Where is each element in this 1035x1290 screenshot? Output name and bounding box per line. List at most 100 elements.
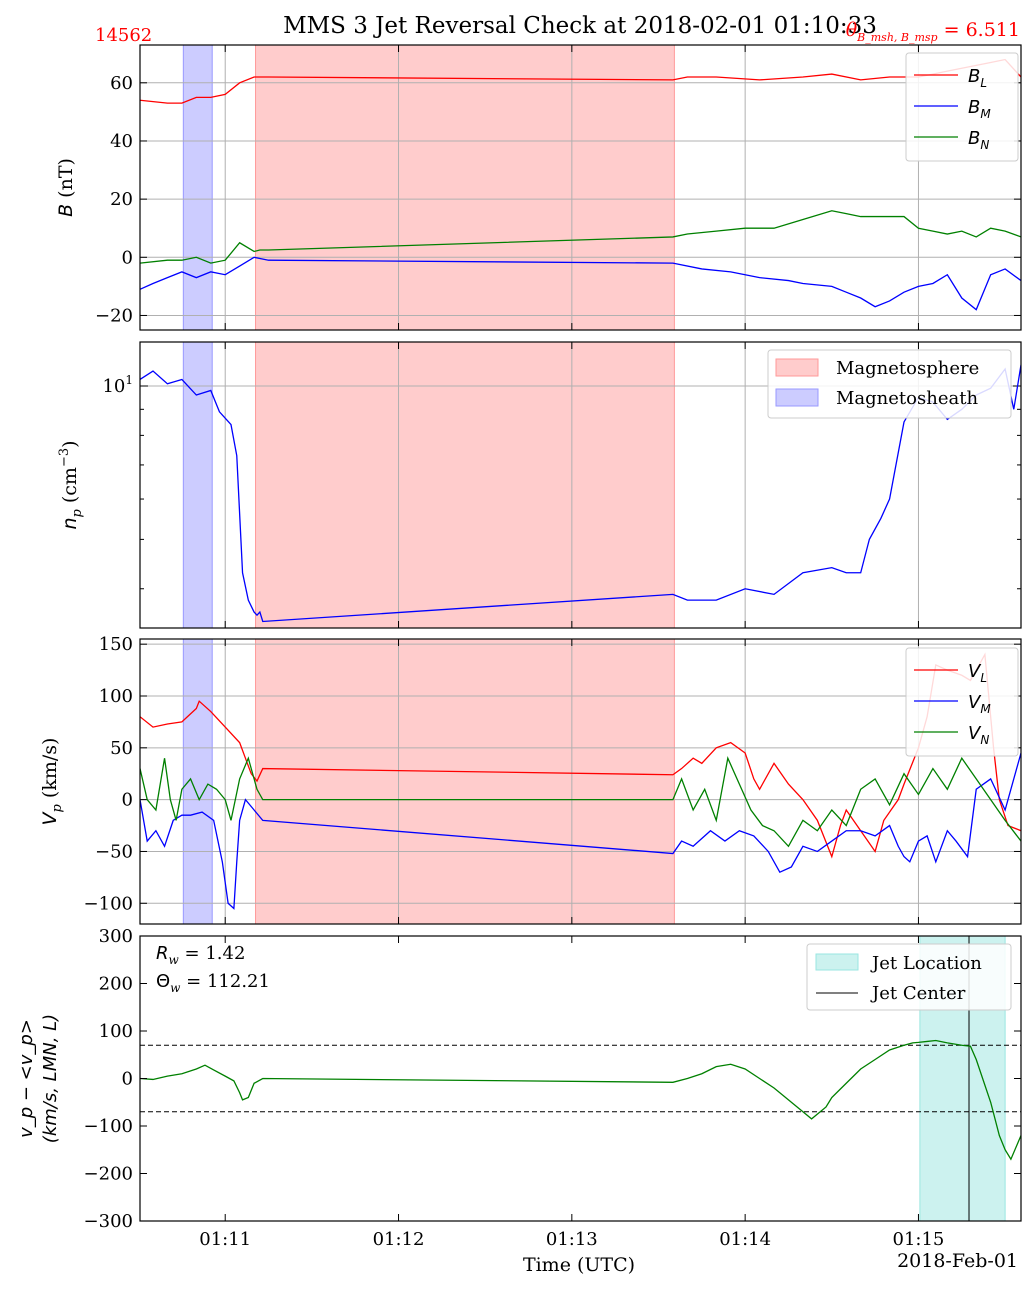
region-magnetosheath <box>182 44 213 331</box>
annotation-rw-value: = 1.42 <box>179 943 246 964</box>
panel-frame <box>139 935 1022 1222</box>
legend-label-V_M: VM <box>968 692 991 716</box>
legend-label-B_N: BN <box>968 128 989 152</box>
y-tick-label-major: 101 <box>102 373 133 397</box>
panel-density: 101 Magnetosphere Magnetosheath np (cm−3) <box>57 341 1022 629</box>
panel-frame <box>139 44 1022 331</box>
y-tick-label--20: −20 <box>95 305 133 326</box>
series-B_N <box>140 210 1021 264</box>
y-tick-label--100: −100 <box>84 893 133 914</box>
x-tick-label-01:14: 01:14 <box>719 1229 771 1250</box>
region-magnetosphere <box>255 638 675 925</box>
series-n_p <box>140 364 1021 623</box>
legend-label-sub: M <box>980 107 991 121</box>
legend-label-V_N: VN <box>968 723 989 747</box>
y-axis-label-line1: v_p − <v_p> <box>16 1019 37 1138</box>
annotation-theta-value: = 112.21 <box>180 971 270 992</box>
y-tick-label--100: −100 <box>84 1116 133 1137</box>
region-magnetosphere <box>255 341 675 629</box>
legend-label-B_M: BM <box>968 97 991 121</box>
panel-frame <box>139 341 1022 629</box>
panel-frame <box>139 638 1022 925</box>
y-tick-label-40: 40 <box>110 131 133 152</box>
y-tick-label--200: −200 <box>84 1164 133 1185</box>
y-label-units: (km/s) <box>39 738 61 805</box>
y-label-symbol: B <box>55 204 77 217</box>
annotation-theta-symbol: Θ <box>156 971 170 992</box>
annotation-rw-sub: w <box>169 953 180 967</box>
legend-label-magnetosheath: Magnetosheath <box>836 388 978 409</box>
legend-label-main: V <box>968 692 982 713</box>
legend-label-sub: L <box>980 76 987 90</box>
y-tick-label-60: 60 <box>110 73 133 94</box>
time-axis: 01:11 01:12 01:13 01:14 01:15 <box>199 936 944 1250</box>
panel-velocity-deviation: −300 −200 −100 0 100 200 300 Jet Location Jet Ce… <box>16 926 1022 1232</box>
series-B_M <box>140 256 1021 311</box>
legend-label-magnetosphere: Magnetosphere <box>836 358 979 379</box>
x-tick-label-01:15: 01:15 <box>893 1229 945 1250</box>
y-tick-label-100: 100 <box>99 686 133 707</box>
legend-patch-jet-location <box>815 953 859 971</box>
event-id: 14562 <box>95 25 152 46</box>
theta-symbol: θ <box>846 19 858 41</box>
legend-label-V_L: VL <box>968 661 987 685</box>
legend-box <box>767 349 1012 419</box>
x-tick-label-01:11: 01:11 <box>199 1229 251 1250</box>
y-tick-label-0: 0 <box>122 790 133 811</box>
x-tick-label-01:13: 01:13 <box>546 1229 598 1250</box>
x-axis-label: Time (UTC) <box>523 1254 635 1276</box>
y-label-units: (nT) <box>55 158 77 204</box>
y-label-units: (cm <box>59 467 81 509</box>
y-tick-label-50: 50 <box>110 738 133 759</box>
region-magnetosphere <box>255 44 675 331</box>
annotation-theta-sub: w <box>170 981 181 995</box>
y-label-close: ) <box>59 440 81 447</box>
theta-value: = 6.511 <box>938 19 1020 41</box>
y-tick-label-20: 20 <box>110 189 133 210</box>
y-axis-label: B (nT) <box>55 158 77 217</box>
x-tick-label-01:12: 01:12 <box>373 1229 425 1250</box>
series-V_M <box>140 752 1021 910</box>
legend-patch-magnetosphere <box>775 358 819 377</box>
legend-label-main: B <box>968 97 980 118</box>
legend-label-B_L: BL <box>968 66 987 90</box>
y-label-exp: −3 <box>57 448 72 467</box>
legend-label-main: B <box>968 66 980 87</box>
y-tick-label--300: −300 <box>84 1211 133 1232</box>
legend-label-sub: M <box>980 702 991 716</box>
date-label: 2018-Feb-01 <box>897 1250 1018 1272</box>
theta-annotation: θB_msh, B_msp = 6.511 <box>846 19 1020 44</box>
y-label-symbol: V <box>39 810 61 825</box>
y-label-sub: p <box>70 509 85 518</box>
annotation-rw-symbol: R <box>156 943 169 964</box>
legend-label-main: V <box>968 723 982 744</box>
legend-box <box>905 647 1019 757</box>
legend-label-sub: N <box>980 138 989 152</box>
series-deviation <box>140 1039 1021 1161</box>
y-axis-label: Vp (km/s) <box>39 738 65 826</box>
y-label-symbol: n <box>59 518 81 530</box>
y-label-sub: p <box>50 803 65 812</box>
y-tick-label-300: 300 <box>99 926 133 947</box>
theta-subscript: B_msh, B_msp <box>856 31 937 44</box>
y-tick-label-100: 100 <box>99 1021 133 1042</box>
annotation-rw: Rw = 1.42 <box>156 943 245 967</box>
series-V_N <box>140 756 1021 848</box>
legend-box <box>905 52 1019 162</box>
y-tick-label-150: 150 <box>99 634 133 655</box>
figure-title: MMS 3 Jet Reversal Check at 2018-02-01 0… <box>283 13 877 39</box>
legend-label-sub: L <box>980 671 987 685</box>
legend-label-jet-center: Jet Center <box>870 983 966 1004</box>
legend-label-main: V <box>968 661 982 682</box>
y-tick-label-base: 10 <box>102 376 125 397</box>
y-tick-label--50: −50 <box>95 841 133 862</box>
y-tick-label-0: 0 <box>122 1069 133 1090</box>
y-axis-label: np (cm−3) <box>57 440 85 529</box>
y-tick-label-exp: 1 <box>125 373 133 387</box>
legend-patch-magnetosheath <box>775 388 819 407</box>
legend-label-sub: N <box>980 733 989 747</box>
y-tick-label-0: 0 <box>122 247 133 268</box>
